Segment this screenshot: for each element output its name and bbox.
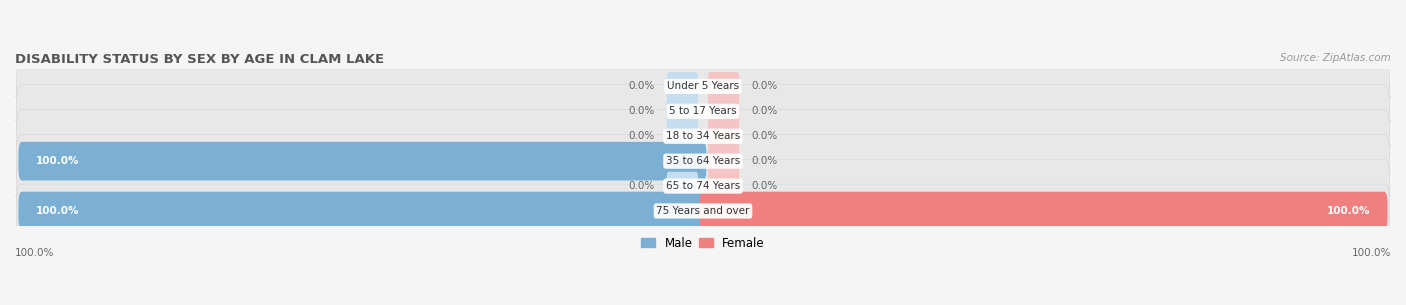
FancyBboxPatch shape xyxy=(17,159,1389,213)
Text: 0.0%: 0.0% xyxy=(628,81,655,92)
Text: 100.0%: 100.0% xyxy=(15,248,55,258)
Text: 65 to 74 Years: 65 to 74 Years xyxy=(666,181,740,191)
FancyBboxPatch shape xyxy=(700,192,1388,230)
FancyBboxPatch shape xyxy=(707,97,740,126)
Text: 0.0%: 0.0% xyxy=(751,81,778,92)
FancyBboxPatch shape xyxy=(707,72,740,101)
Text: 0.0%: 0.0% xyxy=(628,131,655,141)
FancyBboxPatch shape xyxy=(17,60,1389,113)
Text: 100.0%: 100.0% xyxy=(35,156,79,166)
FancyBboxPatch shape xyxy=(18,192,706,230)
FancyBboxPatch shape xyxy=(17,135,1389,188)
FancyBboxPatch shape xyxy=(707,122,740,151)
FancyBboxPatch shape xyxy=(707,172,740,200)
Text: 0.0%: 0.0% xyxy=(751,131,778,141)
FancyBboxPatch shape xyxy=(666,122,699,151)
Text: 100.0%: 100.0% xyxy=(1327,206,1371,216)
Text: 0.0%: 0.0% xyxy=(628,106,655,116)
Legend: Male, Female: Male, Female xyxy=(637,232,769,255)
Text: Source: ZipAtlas.com: Source: ZipAtlas.com xyxy=(1281,53,1391,63)
Text: 75 Years and over: 75 Years and over xyxy=(657,206,749,216)
Text: 0.0%: 0.0% xyxy=(751,181,778,191)
Text: DISABILITY STATUS BY SEX BY AGE IN CLAM LAKE: DISABILITY STATUS BY SEX BY AGE IN CLAM … xyxy=(15,53,384,66)
FancyBboxPatch shape xyxy=(666,72,699,101)
Text: 0.0%: 0.0% xyxy=(628,181,655,191)
FancyBboxPatch shape xyxy=(707,147,740,175)
Text: 35 to 64 Years: 35 to 64 Years xyxy=(666,156,740,166)
Text: 100.0%: 100.0% xyxy=(1351,248,1391,258)
FancyBboxPatch shape xyxy=(17,184,1389,238)
Text: 18 to 34 Years: 18 to 34 Years xyxy=(666,131,740,141)
FancyBboxPatch shape xyxy=(666,172,699,200)
Text: Under 5 Years: Under 5 Years xyxy=(666,81,740,92)
Text: 0.0%: 0.0% xyxy=(751,156,778,166)
FancyBboxPatch shape xyxy=(18,142,706,181)
Text: 5 to 17 Years: 5 to 17 Years xyxy=(669,106,737,116)
FancyBboxPatch shape xyxy=(666,97,699,126)
FancyBboxPatch shape xyxy=(17,84,1389,138)
Text: 0.0%: 0.0% xyxy=(751,106,778,116)
FancyBboxPatch shape xyxy=(17,109,1389,163)
Text: 100.0%: 100.0% xyxy=(35,206,79,216)
